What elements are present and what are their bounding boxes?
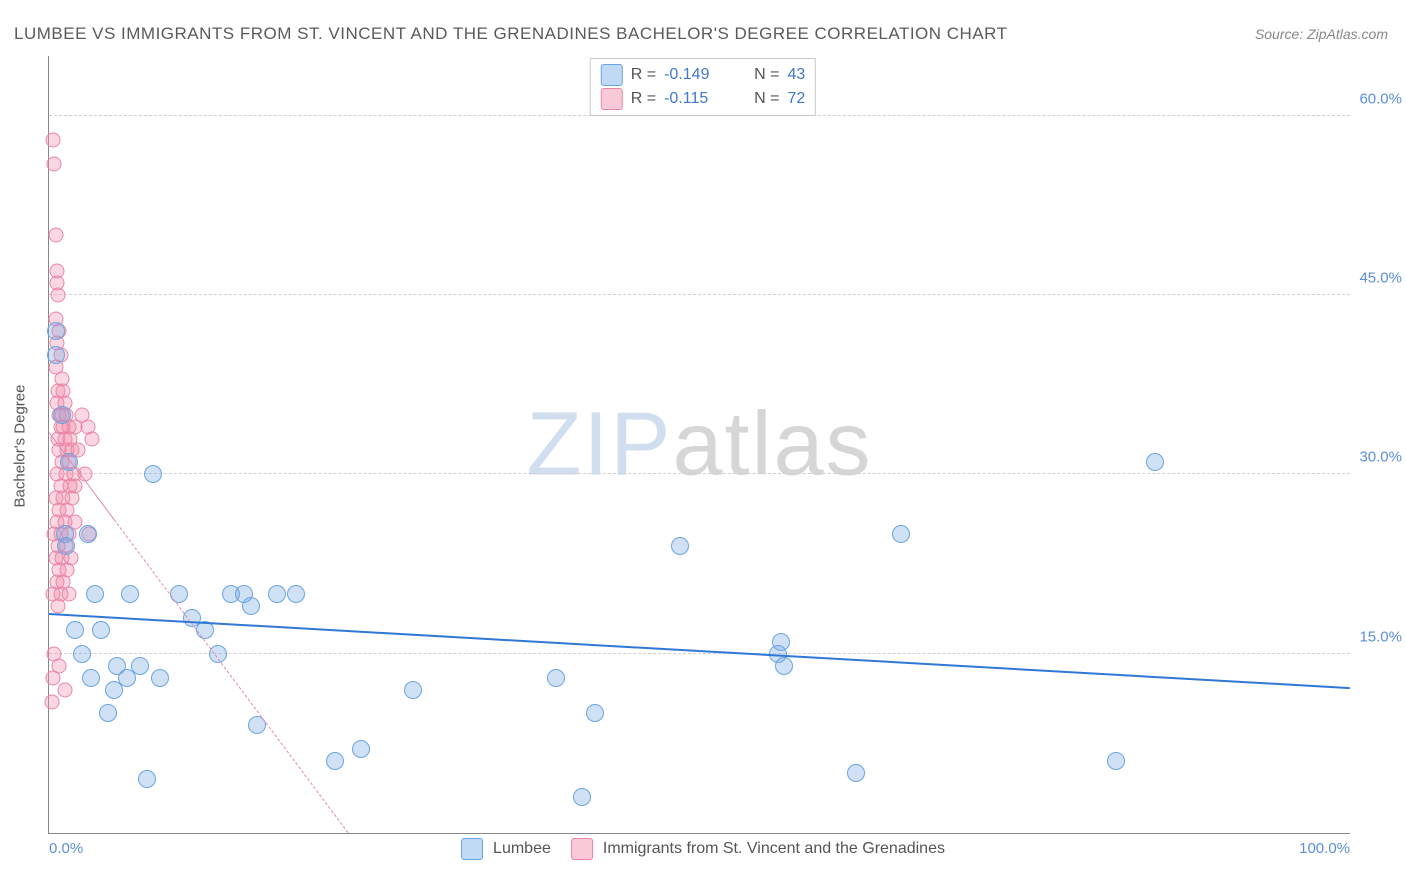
gridline [49,653,1350,654]
legend-n-value-2: 72 [787,90,805,108]
legend-row-series1: R = -0.149 N = 43 [601,63,805,87]
scatter-point [772,633,790,651]
y-tick-label: 60.0% [1359,90,1402,107]
source-label: Source: [1255,26,1307,42]
scatter-point [121,585,139,603]
scatter-point [242,597,260,615]
legend-correlation: R = -0.149 N = 43 R = -0.115 N = 72 [590,58,816,116]
scatter-point [326,752,344,770]
scatter-point [847,764,865,782]
scatter-point [573,788,591,806]
scatter-point [82,669,100,687]
scatter-point [1146,453,1164,471]
legend-swatch-series1 [601,64,623,86]
scatter-point [892,525,910,543]
scatter-point [86,585,104,603]
scatter-point [92,621,110,639]
scatter-point [547,669,565,687]
watermark: ZIPatlas [526,393,872,496]
chart-title: LUMBEE VS IMMIGRANTS FROM ST. VINCENT AN… [14,24,1008,44]
scatter-point [48,228,63,243]
scatter-point [47,346,65,364]
legend-n-label: N = [754,90,779,108]
scatter-point [138,770,156,788]
scatter-point [671,537,689,555]
scatter-point [44,694,59,709]
x-tick-label: 100.0% [1299,840,1350,857]
scatter-point [287,585,305,603]
legend-label-2: Immigrants from St. Vincent and the Gren… [603,840,945,858]
scatter-point [84,431,99,446]
scatter-point [586,704,604,722]
legend-r-value-2: -0.115 [664,90,734,108]
trend-line [49,613,1350,689]
scatter-point [151,669,169,687]
scatter-point [45,132,60,147]
legend-n-label: N = [754,66,779,84]
scatter-point [47,156,62,171]
scatter-point [404,681,422,699]
scatter-point [53,406,71,424]
y-tick-label: 15.0% [1359,628,1402,645]
watermark-part2: atlas [672,394,872,494]
chart-container: LUMBEE VS IMMIGRANTS FROM ST. VINCENT AN… [0,0,1406,892]
plot-area: ZIPatlas 15.0%30.0%45.0%60.0%0.0%100.0% [48,56,1350,834]
scatter-point [73,645,91,663]
source-attribution: Source: ZipAtlas.com [1255,26,1388,42]
scatter-point [57,537,75,555]
legend-swatch-b2 [571,838,593,860]
legend-n-value-1: 43 [787,66,805,84]
legend-swatch-series2 [601,88,623,110]
y-tick-label: 45.0% [1359,270,1402,287]
legend-r-label: R = [631,66,656,84]
scatter-point [352,740,370,758]
scatter-point [61,586,76,601]
legend-swatch-b1 [461,838,483,860]
x-tick-label: 0.0% [49,840,83,857]
legend-r-label: R = [631,90,656,108]
scatter-point [1107,752,1125,770]
scatter-point [68,479,83,494]
scatter-point [131,657,149,675]
scatter-point [66,621,84,639]
legend-label-1: Lumbee [493,840,551,858]
gridline [49,294,1350,295]
scatter-point [79,525,97,543]
legend-series: Lumbee Immigrants from St. Vincent and t… [461,838,945,860]
y-axis-title: Bachelor's Degree [12,385,29,508]
legend-r-value-1: -0.149 [664,66,734,84]
scatter-point [51,288,66,303]
scatter-point [51,598,66,613]
scatter-point [45,670,60,685]
scatter-point [144,465,162,483]
y-tick-label: 30.0% [1359,449,1402,466]
scatter-point [775,657,793,675]
gridline [49,473,1350,474]
watermark-part1: ZIP [526,394,672,494]
legend-row-series2: R = -0.115 N = 72 [601,87,805,111]
scatter-point [99,704,117,722]
scatter-point [268,585,286,603]
source-name: ZipAtlas.com [1307,26,1388,42]
scatter-point [47,322,65,340]
scatter-point [57,682,72,697]
